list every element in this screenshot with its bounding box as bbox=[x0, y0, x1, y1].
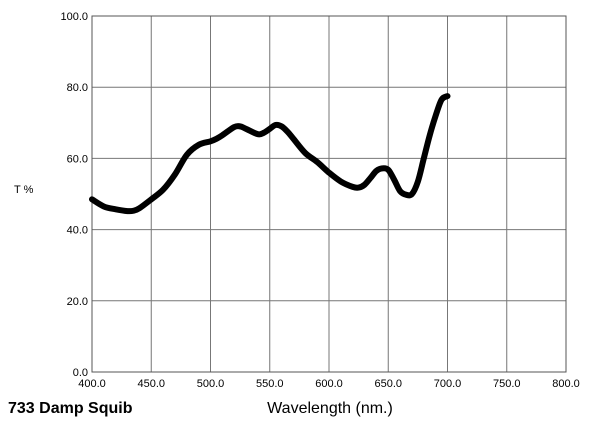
x-tick-label: 800.0 bbox=[552, 378, 580, 390]
x-tick-label: 700.0 bbox=[434, 378, 462, 390]
x-tick-label: 550.0 bbox=[256, 378, 284, 390]
x-tick-label: 400.0 bbox=[78, 378, 106, 390]
plot-frame bbox=[91, 15, 567, 373]
chart-title: 733 Damp Squib bbox=[8, 400, 133, 417]
y-tick-label: 20.0 bbox=[67, 296, 88, 308]
y-tick-label: 100.0 bbox=[60, 11, 88, 23]
x-tick-label: 500.0 bbox=[197, 378, 225, 390]
y-tick-label: 80.0 bbox=[67, 82, 88, 94]
x-tick-label: 600.0 bbox=[315, 378, 343, 390]
y-axis-label: T % bbox=[14, 184, 34, 196]
transmission-line bbox=[89, 93, 451, 215]
x-axis-label: Wavelength (nm.) bbox=[267, 400, 393, 417]
y-tick-label: 60.0 bbox=[67, 153, 88, 165]
x-tick-labels: 400.0 450.0 500.0 550.0 600.0 650.0 700.0 750.0… bbox=[78, 378, 580, 390]
y-tick-label: 0.0 bbox=[73, 367, 88, 379]
grid bbox=[91, 15, 567, 373]
y-tick-labels: 0.0 20.0 40.0 60.0 80.0 100.0 bbox=[60, 11, 88, 379]
y-tick-label: 40.0 bbox=[67, 225, 88, 237]
x-tick-label: 650.0 bbox=[374, 378, 402, 390]
x-tick-label: 450.0 bbox=[137, 378, 165, 390]
x-tick-label: 750.0 bbox=[493, 378, 521, 390]
